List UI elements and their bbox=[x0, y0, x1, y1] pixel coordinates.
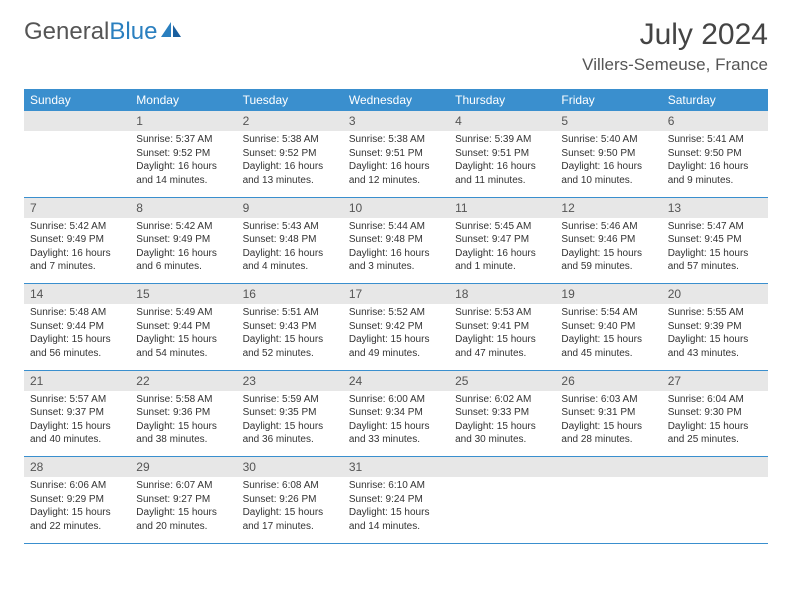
day-number-cell: 9 bbox=[237, 197, 343, 218]
day-number-cell: 16 bbox=[237, 284, 343, 305]
calendar-table: SundayMondayTuesdayWednesdayThursdayFrid… bbox=[24, 89, 768, 544]
title-block: July 2024 Villers-Semeuse, France bbox=[582, 18, 768, 75]
day-number-row: 14151617181920 bbox=[24, 284, 768, 305]
day-number-cell: 3 bbox=[343, 111, 449, 131]
day-number-cell: 13 bbox=[662, 197, 768, 218]
day-number-row: 78910111213 bbox=[24, 197, 768, 218]
day-header: Wednesday bbox=[343, 89, 449, 111]
day-content-cell: Sunrise: 6:07 AMSunset: 9:27 PMDaylight:… bbox=[130, 477, 236, 543]
day-content-cell bbox=[449, 477, 555, 543]
day-content-row: Sunrise: 5:57 AMSunset: 9:37 PMDaylight:… bbox=[24, 391, 768, 457]
day-content-cell bbox=[662, 477, 768, 543]
day-content-cell: Sunrise: 5:54 AMSunset: 9:40 PMDaylight:… bbox=[555, 304, 661, 370]
day-content-cell: Sunrise: 5:48 AMSunset: 9:44 PMDaylight:… bbox=[24, 304, 130, 370]
day-content-cell: Sunrise: 5:53 AMSunset: 9:41 PMDaylight:… bbox=[449, 304, 555, 370]
day-content-cell: Sunrise: 5:58 AMSunset: 9:36 PMDaylight:… bbox=[130, 391, 236, 457]
day-header: Thursday bbox=[449, 89, 555, 111]
day-content-cell: Sunrise: 5:44 AMSunset: 9:48 PMDaylight:… bbox=[343, 218, 449, 284]
day-content-cell: Sunrise: 5:38 AMSunset: 9:51 PMDaylight:… bbox=[343, 131, 449, 197]
day-number-cell: 6 bbox=[662, 111, 768, 131]
day-content-cell: Sunrise: 6:10 AMSunset: 9:24 PMDaylight:… bbox=[343, 477, 449, 543]
logo-text-1: General bbox=[24, 18, 109, 46]
day-header-row: SundayMondayTuesdayWednesdayThursdayFrid… bbox=[24, 89, 768, 111]
location: Villers-Semeuse, France bbox=[582, 55, 768, 75]
day-content-row: Sunrise: 5:37 AMSunset: 9:52 PMDaylight:… bbox=[24, 131, 768, 197]
day-number-cell: 26 bbox=[555, 370, 661, 391]
day-content-cell: Sunrise: 5:39 AMSunset: 9:51 PMDaylight:… bbox=[449, 131, 555, 197]
day-content-cell bbox=[555, 477, 661, 543]
day-number-cell bbox=[555, 457, 661, 478]
day-content-cell: Sunrise: 5:43 AMSunset: 9:48 PMDaylight:… bbox=[237, 218, 343, 284]
day-number-cell bbox=[662, 457, 768, 478]
day-number-cell: 1 bbox=[130, 111, 236, 131]
day-number-row: 123456 bbox=[24, 111, 768, 131]
logo-text-2: Blue bbox=[109, 18, 157, 46]
day-number-cell: 23 bbox=[237, 370, 343, 391]
day-header: Sunday bbox=[24, 89, 130, 111]
day-content-cell: Sunrise: 5:45 AMSunset: 9:47 PMDaylight:… bbox=[449, 218, 555, 284]
day-number-cell: 19 bbox=[555, 284, 661, 305]
day-content-cell: Sunrise: 5:38 AMSunset: 9:52 PMDaylight:… bbox=[237, 131, 343, 197]
day-content-cell: Sunrise: 5:59 AMSunset: 9:35 PMDaylight:… bbox=[237, 391, 343, 457]
logo-sail-icon bbox=[160, 18, 182, 46]
day-content-cell: Sunrise: 5:37 AMSunset: 9:52 PMDaylight:… bbox=[130, 131, 236, 197]
day-number-cell bbox=[24, 111, 130, 131]
day-content-cell: Sunrise: 5:46 AMSunset: 9:46 PMDaylight:… bbox=[555, 218, 661, 284]
day-header: Saturday bbox=[662, 89, 768, 111]
day-content-cell: Sunrise: 6:00 AMSunset: 9:34 PMDaylight:… bbox=[343, 391, 449, 457]
day-content-cell: Sunrise: 6:04 AMSunset: 9:30 PMDaylight:… bbox=[662, 391, 768, 457]
day-content-cell: Sunrise: 5:55 AMSunset: 9:39 PMDaylight:… bbox=[662, 304, 768, 370]
day-content-cell: Sunrise: 5:47 AMSunset: 9:45 PMDaylight:… bbox=[662, 218, 768, 284]
day-number-cell: 2 bbox=[237, 111, 343, 131]
day-number-cell: 14 bbox=[24, 284, 130, 305]
day-number-cell bbox=[449, 457, 555, 478]
day-content-cell: Sunrise: 5:57 AMSunset: 9:37 PMDaylight:… bbox=[24, 391, 130, 457]
day-number-cell: 18 bbox=[449, 284, 555, 305]
day-content-row: Sunrise: 5:48 AMSunset: 9:44 PMDaylight:… bbox=[24, 304, 768, 370]
day-number-cell: 15 bbox=[130, 284, 236, 305]
day-number-cell: 20 bbox=[662, 284, 768, 305]
day-number-cell: 17 bbox=[343, 284, 449, 305]
day-number-row: 28293031 bbox=[24, 457, 768, 478]
day-number-cell: 4 bbox=[449, 111, 555, 131]
day-content-row: Sunrise: 5:42 AMSunset: 9:49 PMDaylight:… bbox=[24, 218, 768, 284]
day-content-cell: Sunrise: 5:42 AMSunset: 9:49 PMDaylight:… bbox=[130, 218, 236, 284]
day-number-cell: 8 bbox=[130, 197, 236, 218]
day-content-cell: Sunrise: 5:51 AMSunset: 9:43 PMDaylight:… bbox=[237, 304, 343, 370]
day-number-cell: 25 bbox=[449, 370, 555, 391]
day-number-cell: 7 bbox=[24, 197, 130, 218]
day-number-cell: 21 bbox=[24, 370, 130, 391]
month-title: July 2024 bbox=[582, 18, 768, 52]
day-number-cell: 22 bbox=[130, 370, 236, 391]
day-number-cell: 31 bbox=[343, 457, 449, 478]
logo: GeneralBlue bbox=[24, 18, 182, 46]
day-content-row: Sunrise: 6:06 AMSunset: 9:29 PMDaylight:… bbox=[24, 477, 768, 543]
day-content-cell: Sunrise: 6:06 AMSunset: 9:29 PMDaylight:… bbox=[24, 477, 130, 543]
day-content-cell: Sunrise: 6:03 AMSunset: 9:31 PMDaylight:… bbox=[555, 391, 661, 457]
day-number-cell: 5 bbox=[555, 111, 661, 131]
day-content-cell: Sunrise: 6:08 AMSunset: 9:26 PMDaylight:… bbox=[237, 477, 343, 543]
day-content-cell: Sunrise: 5:41 AMSunset: 9:50 PMDaylight:… bbox=[662, 131, 768, 197]
header: GeneralBlue July 2024 Villers-Semeuse, F… bbox=[0, 0, 792, 83]
day-number-cell: 24 bbox=[343, 370, 449, 391]
day-content-cell: Sunrise: 5:42 AMSunset: 9:49 PMDaylight:… bbox=[24, 218, 130, 284]
day-number-row: 21222324252627 bbox=[24, 370, 768, 391]
day-header: Tuesday bbox=[237, 89, 343, 111]
day-content-cell: Sunrise: 5:49 AMSunset: 9:44 PMDaylight:… bbox=[130, 304, 236, 370]
day-number-cell: 10 bbox=[343, 197, 449, 218]
day-header: Friday bbox=[555, 89, 661, 111]
day-content-cell: Sunrise: 5:52 AMSunset: 9:42 PMDaylight:… bbox=[343, 304, 449, 370]
day-content-cell: Sunrise: 6:02 AMSunset: 9:33 PMDaylight:… bbox=[449, 391, 555, 457]
day-number-cell: 27 bbox=[662, 370, 768, 391]
day-number-cell: 29 bbox=[130, 457, 236, 478]
day-number-cell: 30 bbox=[237, 457, 343, 478]
day-header: Monday bbox=[130, 89, 236, 111]
day-number-cell: 11 bbox=[449, 197, 555, 218]
day-content-cell: Sunrise: 5:40 AMSunset: 9:50 PMDaylight:… bbox=[555, 131, 661, 197]
day-content-cell bbox=[24, 131, 130, 197]
calendar-body: 123456Sunrise: 5:37 AMSunset: 9:52 PMDay… bbox=[24, 111, 768, 543]
day-number-cell: 28 bbox=[24, 457, 130, 478]
day-number-cell: 12 bbox=[555, 197, 661, 218]
